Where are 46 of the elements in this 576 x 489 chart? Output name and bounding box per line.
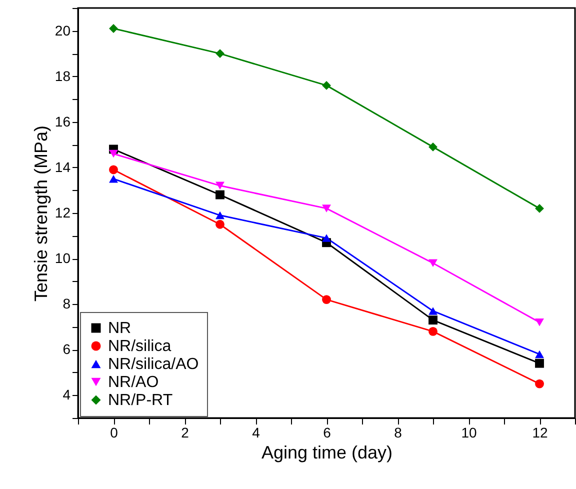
legend-label: NR [108,320,132,337]
point [428,307,438,315]
y-tick-label: 4 [62,386,71,403]
point [109,150,118,158]
y-tick-label: 18 [54,68,71,84]
point [535,358,544,368]
y-tick-label: 6 [62,341,71,358]
y-tick-label: 16 [54,113,71,130]
x-tick-label: 10 [461,424,477,440]
point [109,24,118,33]
point [216,49,224,58]
point [322,234,331,242]
point [322,80,331,90]
y-tick-label: 20 [54,22,71,38]
point [322,204,331,212]
point [428,326,438,336]
y-tick-label: 12 [54,204,71,220]
legend-label: NR/AO [108,374,159,391]
y-axis-title: Tensie strength (MPa) [30,125,51,302]
x-tick-label: 2 [181,424,190,440]
legend-label: NR/silica/AO [108,356,199,373]
x-tick-label: 12 [532,424,548,440]
x-tick-label: 0 [110,424,118,440]
point [109,174,118,183]
y-tick-label: 10 [54,250,71,266]
point [535,318,544,326]
point [322,295,331,304]
point [535,204,544,213]
point [535,350,544,358]
x-tick-label: 4 [252,424,260,440]
legend-label: NR/P-RT [108,392,173,409]
point [109,165,118,174]
legend-label: NR/silica [108,338,172,355]
point [216,220,224,229]
point [428,259,438,267]
point [428,316,438,325]
y-tick-label: 8 [62,296,71,312]
x-tick-label: 8 [394,424,402,440]
point [216,190,224,200]
point [216,182,224,190]
y-tick-label: 14 [54,158,71,175]
point [216,211,224,220]
point [535,379,544,388]
x-axis-title: Aging time (day) [261,442,393,462]
x-tick-label: 6 [323,424,332,440]
point [428,142,438,152]
